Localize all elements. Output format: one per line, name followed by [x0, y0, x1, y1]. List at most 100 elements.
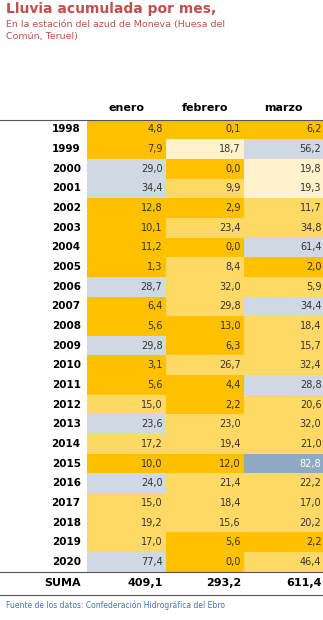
Text: 28,8: 28,8 [300, 380, 321, 390]
Text: 6,3: 6,3 [225, 340, 241, 351]
Text: 34,8: 34,8 [300, 223, 321, 232]
Text: 2001: 2001 [52, 184, 81, 193]
Bar [87, 414, 166, 434]
Text: 0,0: 0,0 [225, 242, 241, 252]
Text: 17,0: 17,0 [300, 498, 321, 508]
Text: 13,0: 13,0 [219, 321, 241, 331]
Text: 29,0: 29,0 [141, 164, 162, 174]
Bar [166, 395, 244, 414]
Bar [166, 296, 244, 316]
Bar [166, 179, 244, 198]
Text: 56,2: 56,2 [300, 144, 321, 154]
Text: 18,4: 18,4 [300, 321, 321, 331]
Bar [244, 296, 323, 316]
Bar [87, 140, 166, 159]
Bar [244, 414, 323, 434]
Bar [166, 434, 244, 454]
Text: 2000: 2000 [52, 164, 81, 174]
Bar [166, 277, 244, 296]
Bar [244, 434, 323, 454]
Bar [244, 474, 323, 493]
Text: 4,4: 4,4 [225, 380, 241, 390]
Bar [166, 336, 244, 355]
Text: 2007: 2007 [52, 301, 81, 311]
Bar [87, 296, 166, 316]
Bar [87, 218, 166, 237]
Text: 12,8: 12,8 [141, 203, 162, 213]
Bar [87, 336, 166, 355]
Text: 15,6: 15,6 [219, 518, 241, 528]
Text: 2020: 2020 [52, 557, 81, 567]
Bar [87, 120, 166, 140]
Text: 15,0: 15,0 [141, 498, 162, 508]
Bar [166, 198, 244, 218]
Text: 5,6: 5,6 [225, 537, 241, 547]
Text: 19,8: 19,8 [300, 164, 321, 174]
Bar [166, 140, 244, 159]
Text: 32,4: 32,4 [300, 360, 321, 370]
Bar [244, 218, 323, 237]
Text: 2006: 2006 [52, 281, 81, 291]
Text: 6,2: 6,2 [306, 125, 321, 135]
Bar [244, 316, 323, 336]
Text: 2019: 2019 [52, 537, 81, 547]
Text: 21,4: 21,4 [219, 478, 241, 488]
Bar [87, 159, 166, 179]
Text: 26,7: 26,7 [219, 360, 241, 370]
Text: 5,6: 5,6 [147, 321, 162, 331]
Text: 2,0: 2,0 [306, 262, 321, 272]
Text: 8,4: 8,4 [225, 262, 241, 272]
Bar [244, 513, 323, 533]
Text: 0,0: 0,0 [225, 164, 241, 174]
Text: 6,4: 6,4 [147, 301, 162, 311]
Text: 2002: 2002 [52, 203, 81, 213]
Text: 34,4: 34,4 [300, 301, 321, 311]
Bar [87, 533, 166, 552]
Bar [166, 414, 244, 434]
Bar [166, 552, 244, 572]
Bar [87, 454, 166, 474]
Bar [244, 257, 323, 277]
Bar [244, 395, 323, 414]
Bar [244, 179, 323, 198]
Bar [87, 434, 166, 454]
Text: 611,4: 611,4 [286, 578, 321, 588]
Text: 4,8: 4,8 [147, 125, 162, 135]
Text: 10,1: 10,1 [141, 223, 162, 232]
Text: 19,4: 19,4 [219, 439, 241, 449]
Text: 5,6: 5,6 [147, 380, 162, 390]
Text: 34,4: 34,4 [141, 184, 162, 193]
Bar [166, 454, 244, 474]
Bar [87, 552, 166, 572]
Text: 18,4: 18,4 [219, 498, 241, 508]
Bar [244, 375, 323, 395]
Text: 46,4: 46,4 [300, 557, 321, 567]
Bar [166, 355, 244, 375]
Text: 2017: 2017 [52, 498, 81, 508]
Text: 32,0: 32,0 [300, 419, 321, 429]
Text: 23,4: 23,4 [219, 223, 241, 232]
Text: 19,3: 19,3 [300, 184, 321, 193]
Text: 3,1: 3,1 [147, 360, 162, 370]
Bar [166, 120, 244, 140]
Text: 1,3: 1,3 [147, 262, 162, 272]
Bar [244, 277, 323, 296]
Text: 7,9: 7,9 [147, 144, 162, 154]
Text: 28,7: 28,7 [141, 281, 162, 291]
Text: 2010: 2010 [52, 360, 81, 370]
Bar [87, 513, 166, 533]
Text: 32,0: 32,0 [219, 281, 241, 291]
Text: 20,2: 20,2 [300, 518, 321, 528]
Text: 22,2: 22,2 [299, 478, 321, 488]
Text: 15,7: 15,7 [300, 340, 321, 351]
Bar [166, 159, 244, 179]
Bar [166, 237, 244, 257]
Text: 2,2: 2,2 [306, 537, 321, 547]
Text: SUMA: SUMA [44, 578, 81, 588]
Text: 293,2: 293,2 [206, 578, 241, 588]
Text: 21,0: 21,0 [300, 439, 321, 449]
Text: 11,2: 11,2 [141, 242, 162, 252]
Text: 2004: 2004 [52, 242, 81, 252]
Bar [87, 237, 166, 257]
Text: febrero: febrero [182, 103, 228, 113]
